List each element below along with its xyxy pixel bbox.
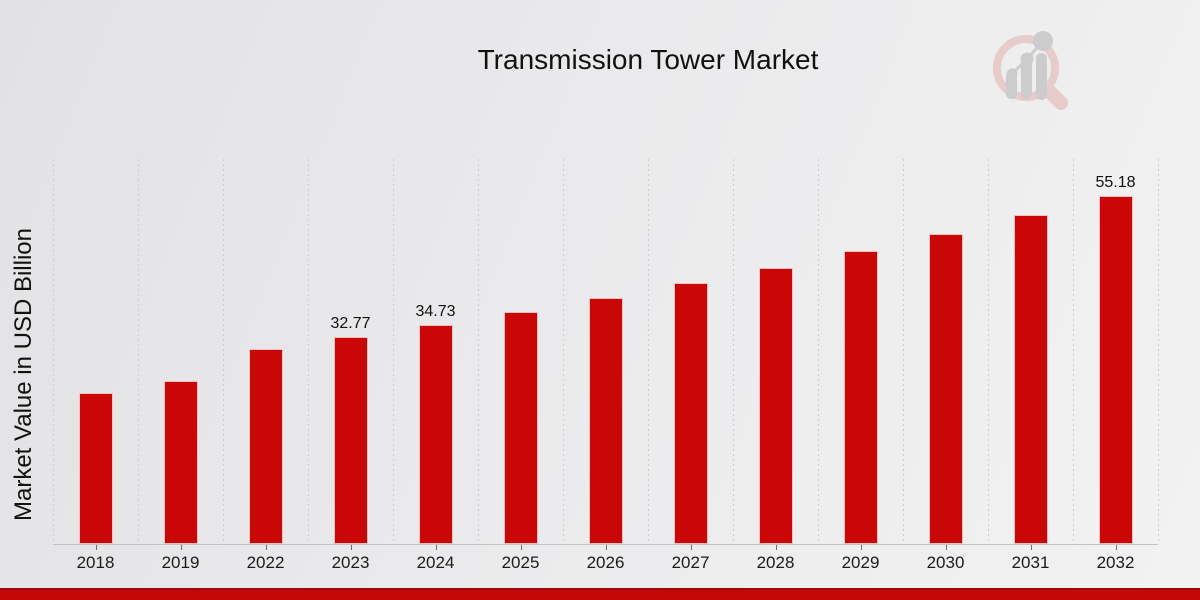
x-axis-tick — [605, 545, 607, 550]
x-axis-label-2029: 2029 — [841, 553, 880, 572]
gridline — [53, 159, 54, 544]
x-axis-tick — [690, 545, 692, 550]
x-axis-tick — [945, 545, 947, 550]
gridline — [138, 159, 139, 544]
bar-2018 — [78, 393, 113, 544]
gridline — [648, 159, 649, 544]
bar-2026 — [588, 297, 623, 544]
bar-2028 — [758, 267, 793, 544]
x-axis-label-2028: 2028 — [756, 553, 795, 572]
y-axis-label: Market Value in USD Billion — [10, 227, 37, 521]
x-axis-line — [53, 544, 1158, 545]
x-axis-label-2032: 2032 — [1096, 553, 1135, 572]
data-label-2032: 55.18 — [1095, 173, 1136, 191]
x-axis-label-2025: 2025 — [501, 553, 540, 572]
bar-2032 — [1098, 195, 1133, 544]
x-axis-label-2023: 2023 — [331, 553, 370, 572]
x-axis-tick — [180, 545, 182, 550]
gridline — [393, 159, 394, 544]
x-axis-tick — [350, 545, 352, 550]
x-axis-label-2027: 2027 — [671, 553, 710, 572]
x-axis-tick — [95, 545, 97, 550]
x-axis-tick — [775, 545, 777, 550]
bar-2025 — [503, 311, 538, 544]
x-axis-tick — [520, 545, 522, 550]
data-label-2023: 32.77 — [330, 315, 371, 333]
bar-2027 — [673, 283, 708, 544]
gridline — [563, 159, 564, 544]
bar-2019 — [163, 380, 198, 544]
plot-area: 2018 2019 2022 2023 32.77 2024 34.73 2025 2026 20… — [53, 159, 1159, 572]
gridline — [818, 159, 819, 544]
x-axis-label-2024: 2024 — [416, 553, 455, 572]
x-axis-label-2019: 2019 — [161, 553, 200, 572]
bottom-banner — [0, 588, 1200, 600]
x-axis-tick — [1115, 545, 1117, 550]
gridline — [733, 159, 734, 544]
chart-title: Transmission Tower Market — [477, 44, 819, 75]
bar-2030 — [928, 234, 963, 544]
bar-2024 — [418, 324, 453, 544]
gridline — [1158, 159, 1159, 544]
market-research-watermark-logo-icon — [993, 31, 1068, 110]
x-axis-tick — [265, 545, 267, 550]
gridline — [478, 159, 479, 544]
gridline — [223, 159, 224, 544]
gridline — [308, 159, 309, 544]
gridline — [988, 159, 989, 544]
bar-2029 — [843, 251, 878, 544]
x-axis-label-2030: 2030 — [926, 553, 965, 572]
x-axis-label-2026: 2026 — [586, 553, 625, 572]
bar-2023 — [333, 337, 368, 544]
x-axis-tick — [1030, 545, 1032, 550]
gridline — [1073, 159, 1074, 544]
x-axis-tick — [860, 545, 862, 550]
x-axis-tick — [435, 545, 437, 550]
bar-2031 — [1013, 215, 1048, 544]
data-label-2024: 34.73 — [415, 302, 456, 320]
bar-growth-icon — [1006, 31, 1053, 100]
x-axis-label-2031: 2031 — [1011, 553, 1050, 572]
bar-2022 — [248, 348, 283, 544]
x-axis-label-2022: 2022 — [246, 553, 285, 572]
x-axis-label-2018: 2018 — [76, 553, 115, 572]
gridline — [903, 159, 904, 544]
